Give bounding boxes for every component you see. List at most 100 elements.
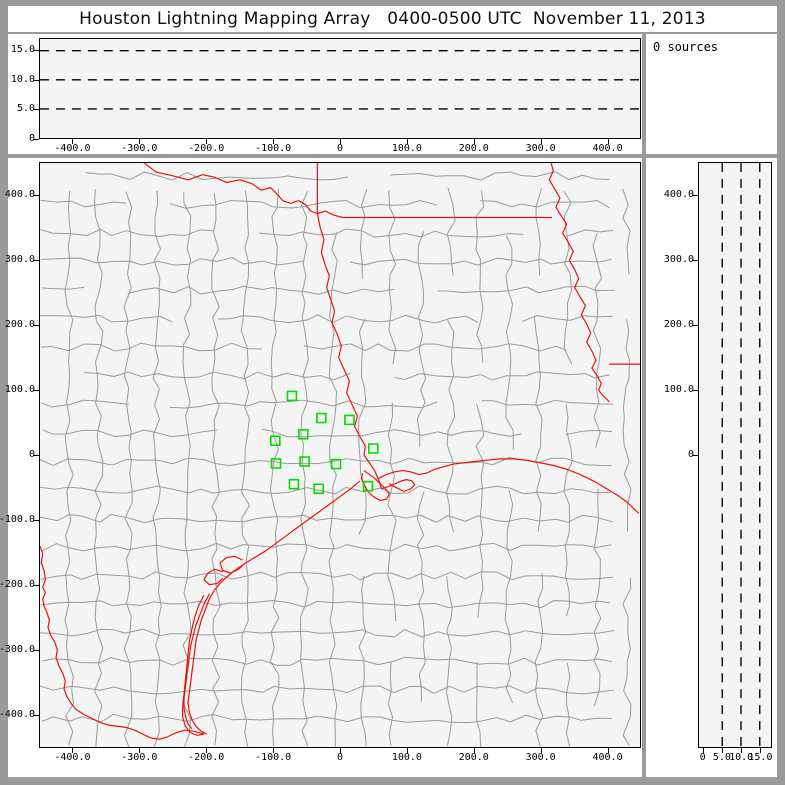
county-border-path [565, 575, 570, 617]
county-border-path [328, 535, 335, 578]
county-border-path [622, 407, 625, 445]
county-border-path [435, 230, 482, 238]
axis-tick-label: 100.0 [4, 383, 35, 395]
county-border-path [477, 602, 524, 606]
axis-tick-mark [273, 139, 275, 144]
county-border-path [41, 543, 84, 552]
county-border-path [81, 657, 131, 664]
county-border-path [269, 489, 279, 534]
axis-tick-mark [702, 748, 704, 753]
county-border-path [215, 517, 258, 523]
county-border-path [445, 444, 454, 493]
axis-tick-label: -300.0 [121, 752, 158, 763]
county-border-path [128, 371, 172, 378]
county-border-path [260, 630, 306, 634]
county-border-path [446, 187, 456, 235]
county-border-path [125, 320, 131, 364]
county-border-path [271, 188, 280, 234]
title-bar: Houston Lightning Mapping Array 0400-050… [8, 6, 777, 32]
county-border-path [570, 488, 611, 494]
lma-station-marker [313, 483, 324, 495]
county-border-path [153, 233, 161, 279]
county-border-path [40, 229, 87, 237]
county-border-path [302, 359, 309, 403]
axis-tick-mark [473, 139, 475, 144]
county-border-path [241, 448, 246, 493]
county-border-path [301, 571, 352, 578]
county-border-path [481, 400, 527, 406]
county-border-path [300, 572, 309, 618]
county-border-path [482, 430, 522, 437]
axis-tick-label: 0 [28, 449, 35, 460]
axis-tick-mark [540, 139, 542, 144]
county-border-path [262, 685, 303, 693]
county-border-path [349, 259, 393, 266]
lma-station-marker [368, 443, 379, 454]
county-border-path [535, 360, 541, 404]
county-border-path [41, 257, 82, 260]
axis-tick-mark [139, 748, 141, 753]
county-border-path [445, 492, 455, 533]
county-border-path [94, 573, 101, 618]
county-border-path [537, 573, 544, 619]
county-border-path [211, 533, 218, 575]
county-border-path [394, 372, 439, 380]
county-border-path [302, 228, 347, 236]
county-border-path [418, 575, 425, 617]
county-border-path [86, 228, 127, 237]
county-border-path [260, 718, 305, 721]
county-border-path [172, 657, 216, 666]
county-border-path [418, 316, 424, 364]
county-border-path [476, 704, 481, 747]
axis-tick-label: 100.0 [663, 383, 694, 395]
axis-tick-label: 15.0 [10, 43, 35, 55]
county-border-path [393, 514, 437, 523]
county-border-path [270, 401, 279, 450]
county-border-path [596, 362, 600, 403]
lma-station-marker [362, 480, 374, 492]
county-border-path [568, 630, 615, 636]
county-border-path [390, 172, 436, 177]
lma-station-marker [330, 458, 342, 470]
county-border-path [524, 575, 570, 580]
county-border-path [66, 362, 71, 403]
county-border-path [173, 258, 217, 266]
source-count-label: 0 sources [653, 40, 719, 54]
county-border-path [260, 658, 303, 666]
county-border-path [301, 399, 350, 407]
county-border-path [525, 258, 568, 265]
county-border-path [40, 574, 82, 581]
county-border-path [83, 545, 129, 552]
county-border-path [389, 449, 396, 491]
county-border-path [387, 575, 397, 622]
county-border-path [437, 430, 483, 436]
axis-tick-label: 400.0 [4, 188, 35, 200]
axis-tick-label: -100.0 [0, 514, 35, 526]
county-border-path [125, 191, 133, 235]
county-border-path [187, 445, 191, 490]
county-border-path [257, 175, 305, 180]
county-border-path [479, 274, 484, 320]
county-border-path [65, 535, 71, 574]
county-border-path [391, 543, 438, 552]
county-border-path [329, 445, 337, 488]
county-border-path [622, 359, 630, 408]
axis-tick-mark [33, 79, 39, 81]
county-border-path [479, 485, 524, 495]
county-border-path [184, 532, 189, 577]
county-border-path [153, 701, 160, 747]
county-border-path [126, 459, 173, 465]
county-border-path [565, 199, 610, 209]
county-border-path [212, 714, 261, 721]
county-border-path [129, 659, 173, 666]
state-border-path [183, 593, 210, 730]
axis-tick-mark [607, 748, 609, 753]
county-border-path [172, 345, 216, 352]
county-border-path [392, 719, 439, 723]
plan-view-map-panel: -400.0 -300.0 -200.0 -100.0 0 100.0 200.0 300.0… [0, 158, 642, 777]
county-border-path [182, 620, 192, 662]
county-border-path [358, 620, 367, 660]
county-border-path [436, 515, 479, 523]
county-border-path [535, 446, 542, 492]
axis-tick-label: -300.0 [121, 143, 158, 154]
